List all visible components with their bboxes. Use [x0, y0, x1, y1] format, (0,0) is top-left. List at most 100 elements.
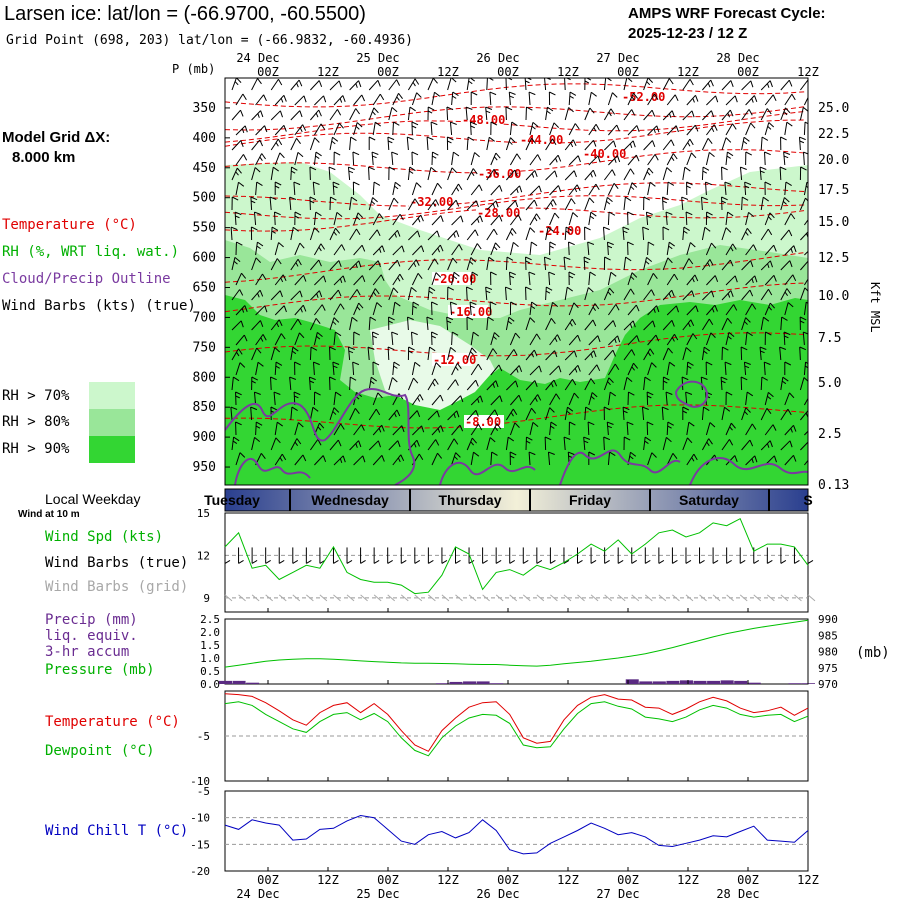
- wind-barb-flag: [235, 171, 239, 176]
- wind-barb: [255, 421, 263, 436]
- wind-barb-flag: [763, 316, 770, 322]
- wind-barb: [310, 290, 323, 301]
- wind-barb-flag: [387, 346, 395, 351]
- wind-barb-staff: [314, 275, 324, 286]
- wind-barb-staff: [294, 332, 300, 346]
- wind-barb-staff: [427, 410, 438, 421]
- wind-barb-flag: [272, 166, 279, 172]
- top-hour-tick: 00Z: [257, 65, 279, 79]
- wind-barb-flag: [299, 110, 303, 118]
- wind-barb-flag: [707, 262, 711, 267]
- precip-tick: 0.0: [200, 678, 220, 691]
- wind-barb-flag: [711, 290, 715, 298]
- wind-barb: [525, 349, 538, 361]
- wind-barb: [485, 286, 493, 301]
- grid-wind-barb: [428, 594, 436, 602]
- wind-barb-flag: [426, 136, 434, 141]
- wind-barb-staff: [563, 257, 566, 271]
- wind-barb-flag: [750, 80, 754, 88]
- wind-barb-flag: [318, 246, 322, 252]
- surface-wind-barb-flag: [373, 559, 380, 564]
- wind-barb-flag: [493, 228, 498, 236]
- top-hour-tick: 12Z: [437, 65, 459, 79]
- wind-barb-staff: [745, 122, 752, 136]
- top-hour-tick: 12Z: [677, 65, 699, 79]
- wind-barb-flag: [396, 409, 401, 417]
- wind-barb-staff: [583, 256, 586, 271]
- wind-barb: [643, 376, 651, 391]
- wind-barb: [743, 361, 751, 376]
- wind-barb-flag: [417, 230, 421, 238]
- wind-barb-staff: [407, 377, 414, 391]
- wind-barb-staff: [329, 439, 339, 451]
- wind-barb-flag: [377, 80, 381, 87]
- wind-barb-flag: [230, 406, 238, 410]
- wind-barb-flag: [749, 439, 754, 447]
- wind-barb-flag: [399, 213, 404, 221]
- wind-barb-flag: [675, 125, 679, 133]
- wind-barb: [568, 421, 576, 436]
- wind-barb-staff: [741, 137, 745, 151]
- wind-barb-flag: [711, 308, 715, 313]
- wind-barb: [740, 376, 748, 391]
- wind-barb: [408, 230, 421, 241]
- wind-barb-flag: [329, 376, 336, 381]
- wind-barb: [725, 123, 737, 136]
- wind-barb-staff: [643, 109, 653, 121]
- wind-barb-staff: [451, 244, 460, 256]
- wind-barb-staff: [564, 78, 566, 91]
- wind-barb: [741, 109, 753, 121]
- precip-tick: 1.0: [200, 652, 220, 665]
- wind-barb-staff: [466, 410, 477, 421]
- pressure-axis-title: P (mb): [172, 62, 216, 76]
- wind-barb: [392, 301, 401, 316]
- wind-barb: [759, 166, 767, 181]
- wind-barb-flag: [764, 181, 772, 186]
- wind-barb-staff: [604, 140, 614, 151]
- wind-barb-flag: [811, 426, 817, 432]
- grid-wind-barb: [563, 594, 572, 602]
- wind-barb-flag: [704, 226, 711, 232]
- wind-barb-flag: [538, 365, 542, 373]
- wind-barb-flag: [233, 260, 238, 265]
- wind-barb-flag: [494, 409, 499, 417]
- wind-barb-flag: [508, 316, 515, 322]
- wind-barb: [647, 181, 656, 196]
- wind-barb-staff: [329, 407, 335, 421]
- wind-barb-staff: [780, 288, 788, 301]
- wind-barb-staff: [700, 196, 703, 211]
- wind-barb-flag: [323, 95, 327, 103]
- wind-barb: [666, 241, 675, 256]
- wind-barb-flag: [766, 108, 772, 115]
- wind-barb-staff: [780, 197, 785, 211]
- wind-barb-flag: [630, 168, 635, 175]
- wind-barb-staff: [508, 92, 511, 106]
- wind-barb: [682, 226, 690, 241]
- wind-barb: [412, 245, 425, 256]
- wind-barb-staff: [349, 260, 360, 271]
- wind-barb: [528, 91, 536, 106]
- wind-barb-flag: [313, 361, 320, 366]
- wind-barb-flag: [783, 151, 791, 155]
- wind-barb-staff: [447, 438, 455, 451]
- wind-barb-flag: [752, 244, 757, 251]
- wind-barb: [469, 301, 477, 316]
- wind-barb-flag: [293, 181, 301, 186]
- wind-barb-flag: [800, 320, 805, 324]
- wind-barb-flag: [590, 173, 593, 178]
- wind-barb: [588, 211, 597, 226]
- wind-barb-flag: [409, 166, 416, 172]
- wind-barb-staff: [372, 122, 376, 136]
- wind-barb-flag: [470, 91, 478, 96]
- wind-barb: [427, 78, 438, 91]
- wind-barb: [647, 125, 660, 136]
- wind-barb-staff: [451, 395, 461, 406]
- precip-bar: [639, 681, 653, 684]
- wind-barb: [329, 439, 342, 451]
- wind-barb-flag: [270, 376, 277, 381]
- wind-barb-staff: [290, 79, 300, 91]
- wind-barb-flag: [531, 301, 538, 307]
- wind-barb: [505, 137, 516, 151]
- wind-barb: [568, 241, 575, 256]
- pressure-tick: 600: [193, 251, 216, 266]
